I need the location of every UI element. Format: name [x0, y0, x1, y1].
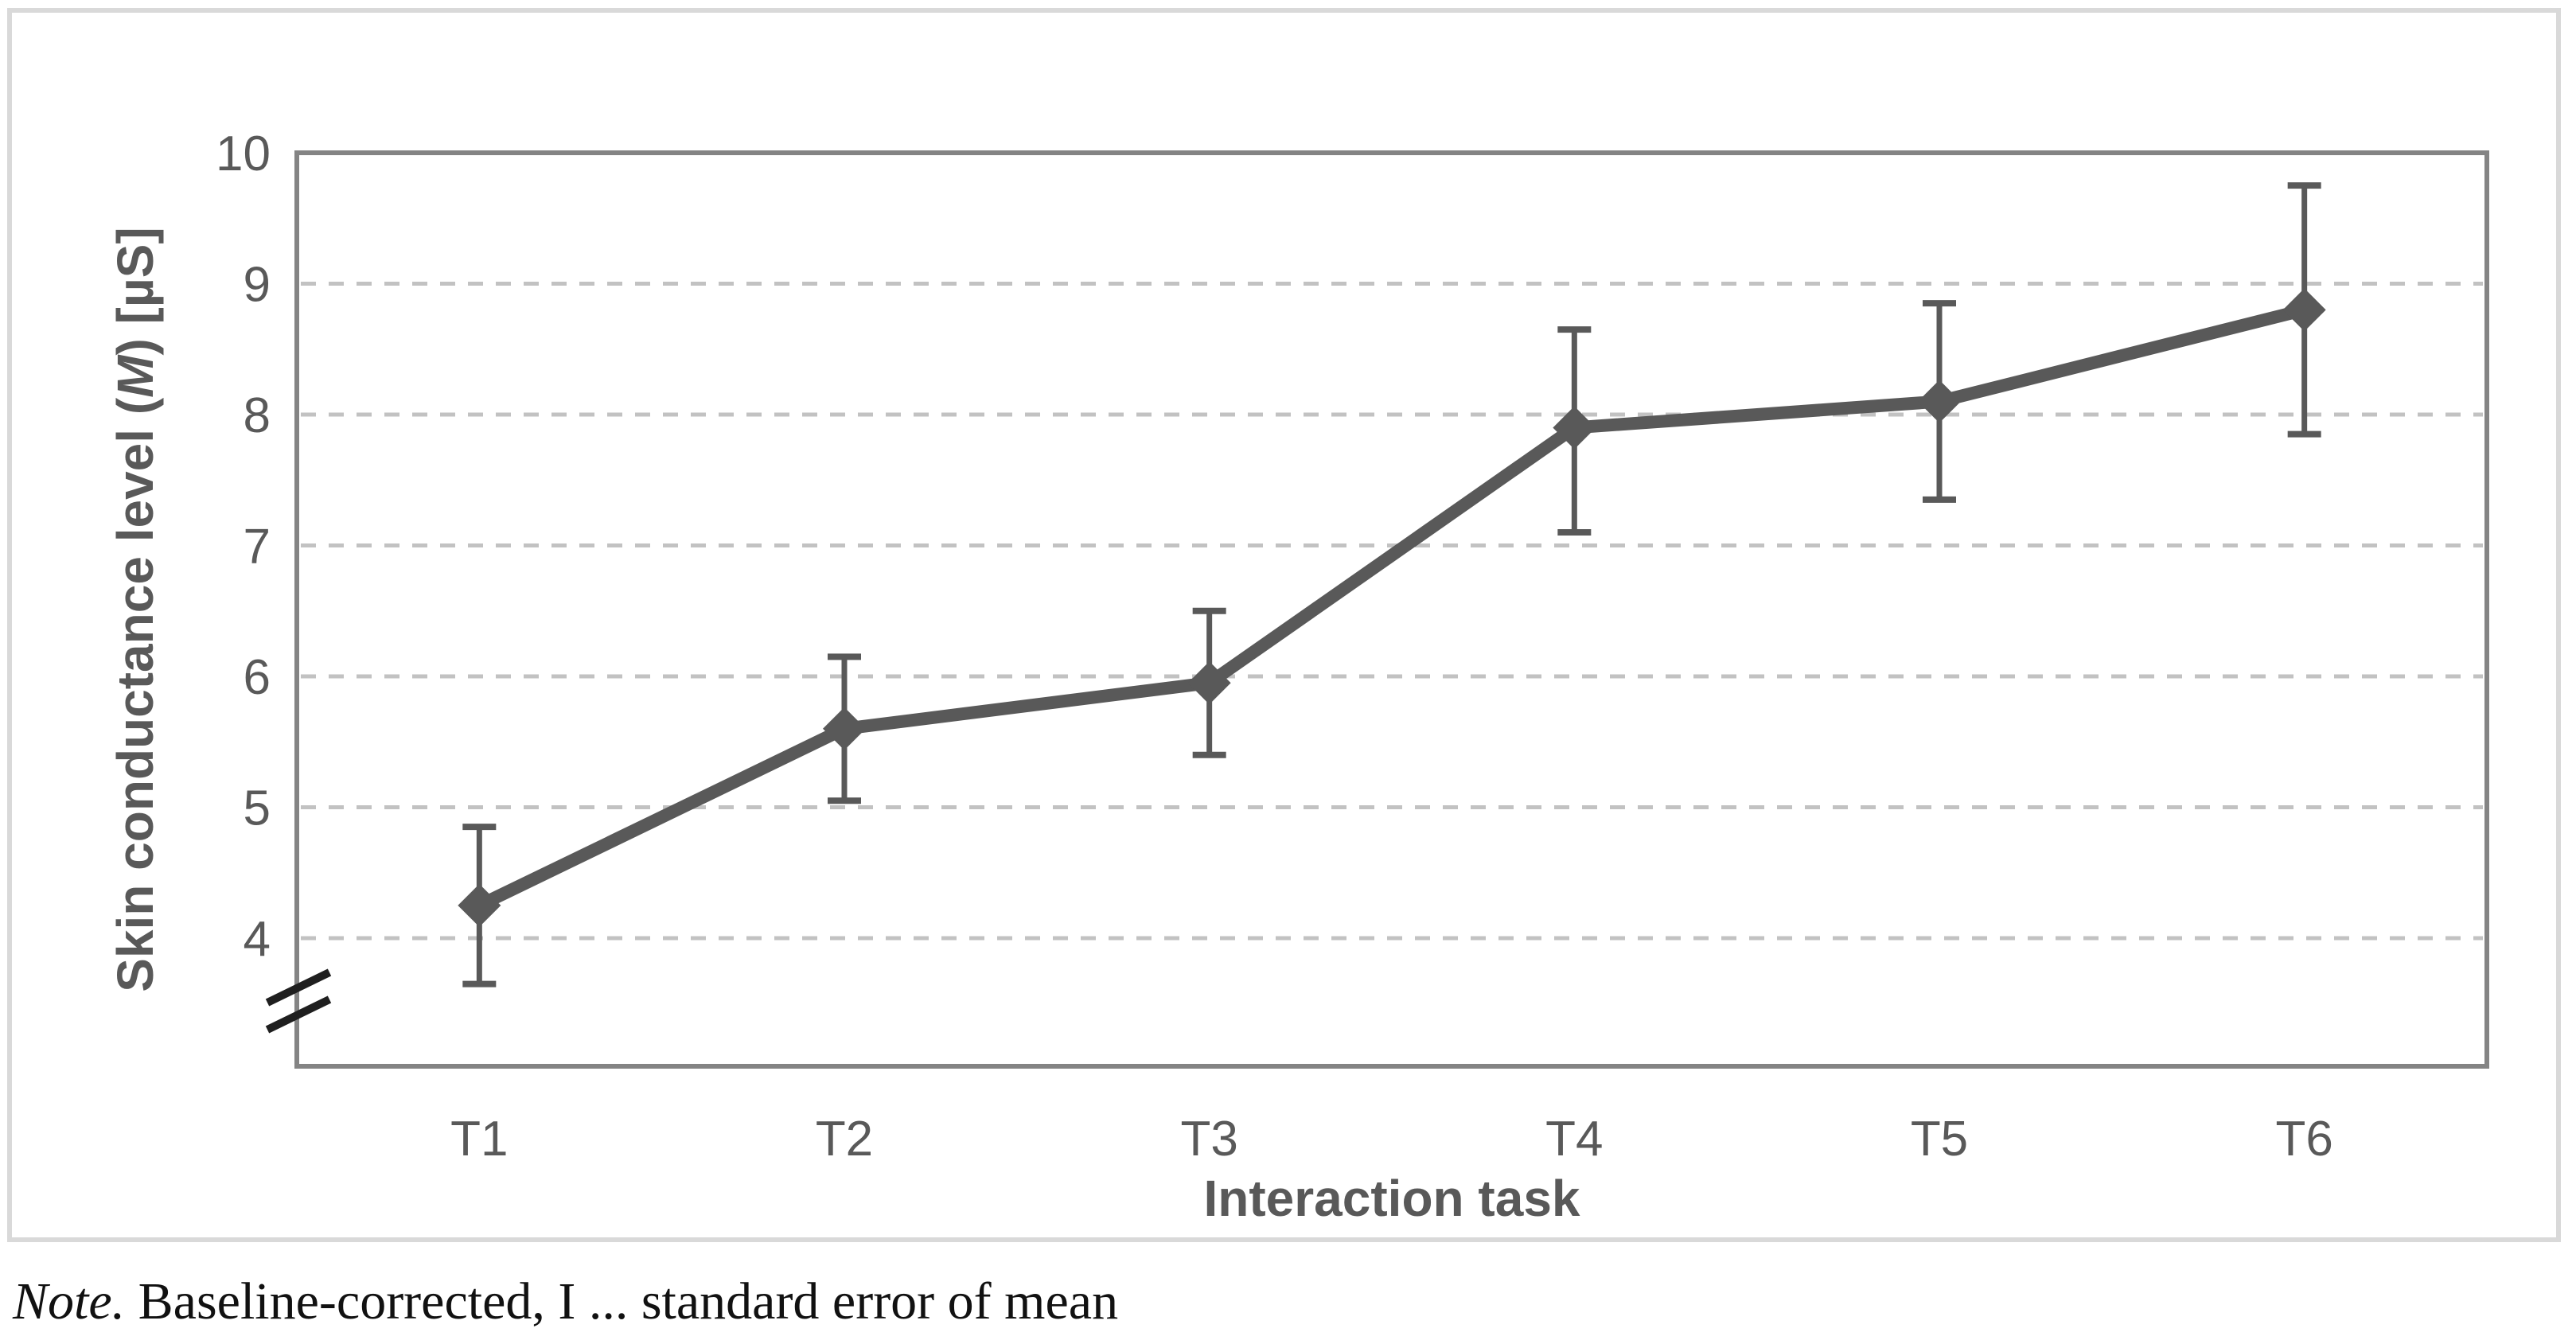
data-point-marker	[2282, 288, 2326, 332]
y-tick-label: 7	[244, 520, 271, 575]
data-point-marker	[1918, 380, 1961, 423]
y-tick-label: 10	[216, 127, 271, 181]
y-tick-label: 9	[244, 258, 271, 313]
data-line	[473, 303, 2311, 912]
y-axis-title-pre: Skin conductance level (	[107, 397, 164, 992]
data-point-marker	[1553, 406, 1596, 450]
note-text: Note. Baseline-corrected, I ... standard…	[13, 1272, 1118, 1332]
x-tick-label: T5	[1911, 1112, 1968, 1167]
figure-border	[7, 8, 2561, 1242]
plot-border	[294, 150, 2489, 1069]
y-tick-label: 8	[244, 388, 271, 443]
data-point-marker	[458, 883, 501, 927]
y-tick-label: 4	[244, 912, 271, 967]
y-tick-label: 6	[244, 650, 271, 705]
data-point-marker	[823, 707, 866, 750]
x-axis-title: Interaction task	[1203, 1170, 1580, 1227]
axis-break-slash	[265, 968, 332, 1007]
axis-break-slash	[265, 995, 332, 1034]
x-tick-label: T4	[1545, 1112, 1603, 1167]
y-axis-title-post: ) [µS]	[107, 227, 164, 356]
x-tick-label: T1	[450, 1112, 508, 1167]
x-tick-label: T6	[2275, 1112, 2332, 1167]
y-axis-title-italic-m: M	[107, 355, 164, 398]
y-axis-title: Skin conductance level (M) [µS]	[106, 227, 165, 992]
y-tick-label: 5	[244, 781, 271, 836]
note-prefix: Note.	[13, 1272, 126, 1330]
x-tick-label: T2	[816, 1112, 873, 1167]
x-tick-label: T3	[1180, 1112, 1237, 1167]
data-point-marker	[1187, 661, 1231, 705]
note-body: Baseline-corrected, I ... standard error…	[125, 1272, 1119, 1330]
